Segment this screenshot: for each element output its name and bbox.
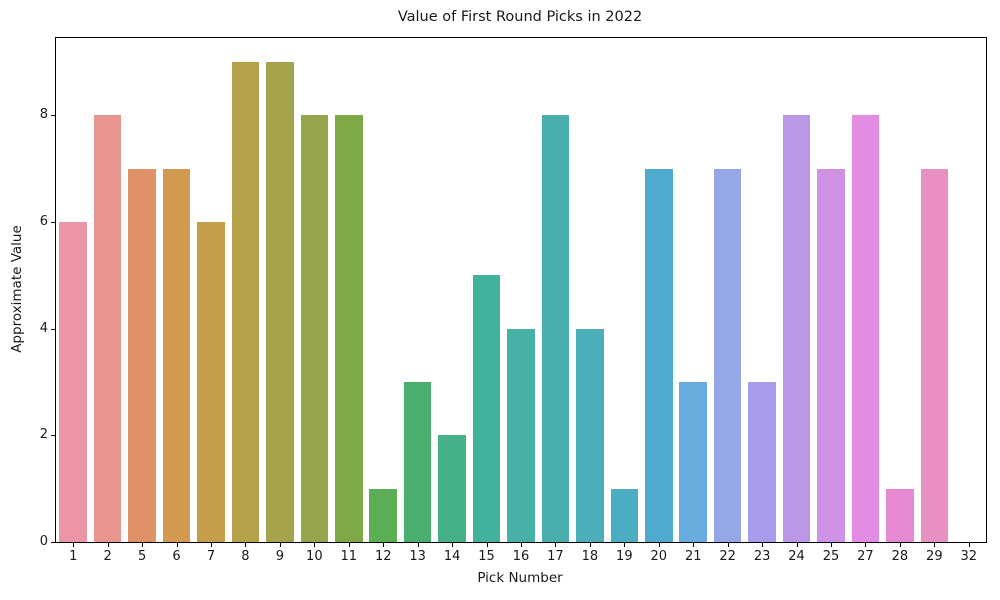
x-tick-label: 23 [753,549,771,564]
y-tick-mark [51,435,55,437]
x-tick-label: 8 [241,549,250,564]
x-tick-label: 18 [581,549,599,564]
y-tick-label: 4 [39,320,48,336]
x-tick-mark [693,543,695,547]
x-tick-mark [73,543,75,547]
x-tick-label: 16 [512,549,530,564]
bar [59,222,87,542]
x-tick-label: 1 [69,549,78,564]
bar [403,382,432,542]
y-tick-mark [51,328,55,330]
bar [576,328,604,542]
bar [197,222,225,542]
x-tick-mark [796,543,798,547]
x-tick-label: 15 [478,549,495,564]
x-tick-label: 22 [719,549,736,564]
x-tick-mark [555,543,557,547]
x-tick-label: 14 [443,549,461,564]
x-tick-label: 28 [891,549,909,564]
x-tick-mark [831,543,832,547]
bar [679,382,707,542]
x-tick-mark [452,543,454,547]
x-tick-label: 11 [340,549,358,564]
bar [782,115,811,542]
y-tick-label: 8 [39,107,48,123]
x-tick-label: 21 [684,549,702,564]
bar [438,435,466,542]
y-tick-label: 0 [39,534,48,550]
x-tick-mark [899,543,901,547]
bar [851,115,880,542]
x-tick-mark [727,543,729,547]
x-tick-mark [211,543,212,547]
x-tick-label: 10 [306,549,323,564]
x-tick-mark [142,543,144,547]
x-tick-label: 2 [103,549,112,564]
bar [162,168,191,542]
bar [266,62,294,542]
bar [748,382,776,542]
y-tick-mark [51,222,55,223]
x-tick-label: 25 [822,549,840,564]
bar [541,115,570,542]
x-tick-label: 12 [374,549,392,564]
x-tick-mark [314,543,316,547]
y-tick-mark [51,115,55,117]
x-tick-mark [245,543,247,547]
bar [645,168,673,542]
x-tick-mark [107,543,109,547]
x-tick-mark [521,543,522,547]
x-tick-mark [486,543,488,547]
x-tick-mark [762,543,764,547]
bar [472,275,501,542]
bar [93,115,122,542]
x-tick-label: 17 [547,549,564,564]
x-axis-label: Pick Number [477,570,563,586]
x-tick-mark [658,543,660,547]
x-tick-mark [865,543,867,547]
x-tick-mark [348,543,350,547]
bar [300,115,329,542]
bar [335,115,363,542]
y-tick-label: 6 [39,214,48,230]
bar [128,168,156,542]
y-axis-label: Approximate Value [9,225,25,353]
x-tick-mark [589,543,591,547]
x-tick-label: 13 [409,549,426,564]
bar [817,168,845,542]
bar [507,328,535,542]
x-tick-label: 9 [275,549,285,564]
bar [713,168,742,542]
x-tick-mark [624,543,626,547]
x-tick-mark [279,543,281,547]
y-tick-mark [51,542,55,543]
x-tick-label: 32 [960,549,978,564]
x-tick-mark [176,543,178,547]
x-tick-label: 7 [206,549,216,564]
x-tick-label: 20 [650,549,668,564]
x-tick-label: 19 [616,549,633,564]
bar [920,168,949,542]
chart-title: Value of First Round Picks in 2022 [397,9,643,25]
bar [886,488,914,542]
x-tick-mark [417,543,419,547]
x-tick-label: 6 [172,549,181,564]
x-tick-label: 27 [857,549,874,564]
x-tick-label: 5 [137,549,147,564]
x-tick-mark [934,543,936,547]
bar [369,488,397,542]
bar [610,488,639,542]
x-tick-label: 29 [926,549,943,564]
bar [231,62,260,542]
x-tick-label: 24 [788,549,805,564]
y-tick-label: 2 [39,427,48,443]
x-tick-mark [383,543,385,547]
x-tick-mark [968,543,970,547]
plot-area: 1 2 5 6 7 8 9 10 11 12 13 14 15 16 17 18 19 20 21 22 23 24 25 2… [40,37,987,564]
